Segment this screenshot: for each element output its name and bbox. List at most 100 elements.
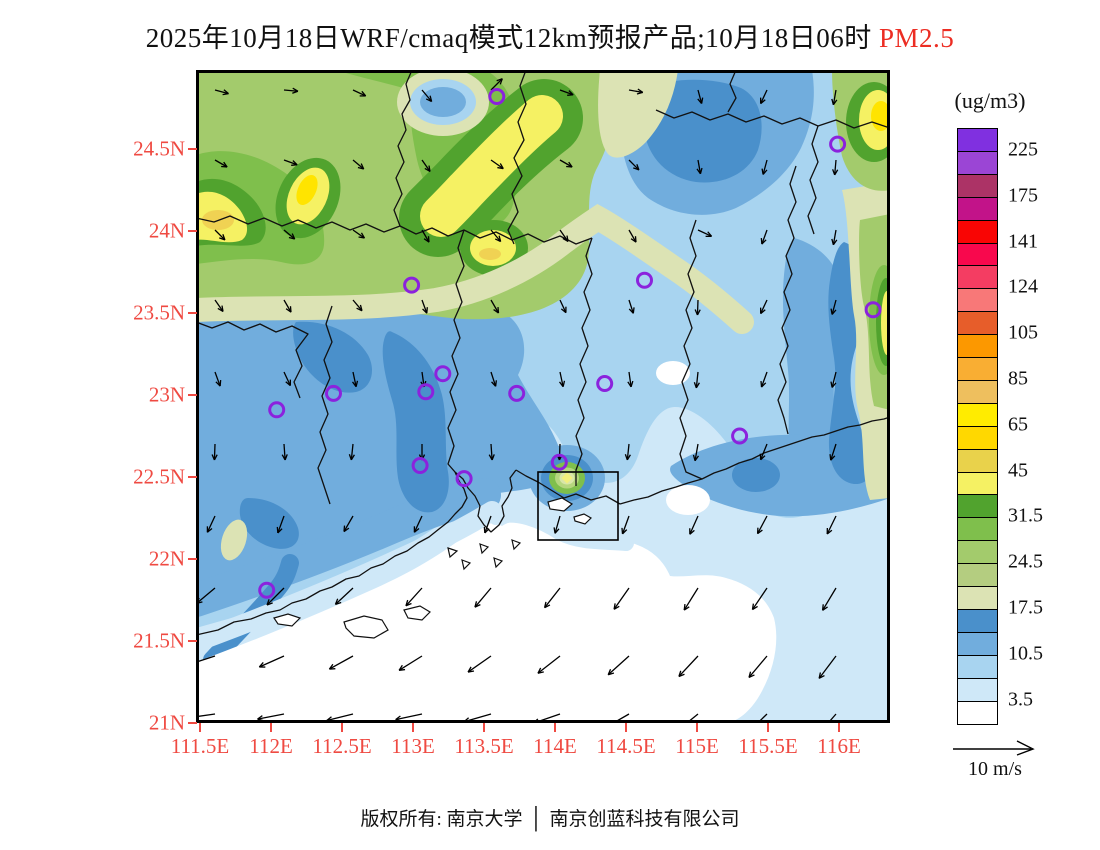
city-marker (434, 365, 452, 383)
map-area (196, 70, 890, 723)
wind-arrow (214, 371, 222, 387)
border-12 (317, 305, 333, 505)
islet-4 (493, 557, 504, 569)
colorbar-segment-11 (957, 379, 998, 405)
wind-arrow (351, 371, 359, 388)
x-axis-tick (554, 723, 556, 732)
wind-arrow (760, 229, 768, 245)
x-axis-label-116E: 116E (817, 734, 861, 758)
wind-arrow (214, 159, 228, 168)
wind-arrow (692, 443, 700, 462)
wind-arrow (832, 159, 839, 176)
deepyellow-left (296, 175, 318, 205)
wind-arrow (689, 515, 699, 535)
coastline-west (196, 471, 468, 636)
copyright-footer: 版权所有: 南京大学 │ 南京创蓝科技有限公司 (0, 804, 1100, 831)
x-axis-tick (767, 723, 769, 732)
colorbar-segment-22 (957, 631, 998, 657)
wind-arrow (613, 587, 630, 610)
wind-arrow (421, 89, 433, 103)
wind-arrow (334, 587, 354, 605)
colorbar-segment-17 (957, 517, 998, 542)
wind-arrow (328, 655, 354, 670)
colorbar-label-17.5: 17.5 (1008, 596, 1043, 619)
wind-arrow (627, 371, 634, 388)
wind-arrow (283, 159, 298, 166)
city-marker (258, 581, 276, 599)
city-marker (325, 384, 342, 402)
border-11 (196, 321, 309, 399)
y-axis-tick (188, 148, 197, 150)
island-3 (403, 605, 431, 621)
wind-arrow (543, 587, 561, 609)
city-marker (731, 427, 749, 445)
wind-arrow (283, 299, 292, 313)
wind-arrow (693, 371, 700, 389)
border-6 (679, 219, 703, 480)
wind-arrow (759, 443, 768, 461)
blob-medblue-core (420, 87, 466, 117)
border-7 (777, 165, 797, 435)
darkblue-west-blob (239, 498, 299, 549)
wind-arrow (756, 515, 768, 535)
city-marker (636, 271, 653, 289)
x-axis-label-112.5E: 112.5E (312, 734, 372, 758)
y-axis-tick (188, 558, 197, 560)
wind-arrow (760, 89, 768, 105)
wind-arrow (559, 229, 569, 243)
wind-arrow (206, 515, 216, 533)
y-axis-label-23N: 23N (148, 382, 185, 407)
islet-2 (461, 559, 472, 571)
colorbar-segment-2 (957, 173, 998, 199)
colorbar-segment-25 (957, 700, 998, 725)
colorbar-segment-20 (957, 586, 998, 611)
colorbar-segment-4 (957, 219, 998, 244)
wind-arrow (829, 443, 837, 461)
title-variable-pm25: PM2.5 (871, 23, 955, 53)
city-marker (403, 276, 421, 294)
wind-arrow (760, 299, 768, 315)
vlb-coast-strip (196, 501, 502, 652)
wind-arrow (697, 229, 713, 237)
wind-arrow (214, 89, 229, 96)
colorbar-segment-6 (957, 265, 998, 290)
wind-arrow (196, 713, 216, 718)
wind-arrow (421, 229, 430, 243)
x-axis-label-115.5E: 115.5E (738, 734, 798, 758)
city-marker (596, 375, 614, 392)
palegreen-strip (196, 203, 754, 334)
colorbar-segment-24 (957, 677, 998, 702)
wind-arrow (628, 159, 640, 171)
wind-arrow (621, 515, 630, 535)
colorbar-segment-8 (957, 311, 998, 336)
wind-arrow (748, 655, 768, 679)
palegreen-wedge (598, 70, 678, 158)
wind-arrow (352, 229, 366, 239)
colorbar-segment-21 (957, 608, 998, 634)
wind-arrow (678, 655, 699, 678)
wind-arrow (421, 159, 431, 173)
wind-arrow (490, 159, 504, 170)
city-marker (508, 384, 526, 402)
page-title: 2025年10月18日WRF/cmaq模式12km预报产品;10月18日06时 … (0, 16, 1100, 55)
colorbar-segment-14 (957, 448, 998, 473)
wind-arrow (276, 515, 285, 534)
palegreen-sw-blob (220, 519, 248, 561)
x-axis-label-114E: 114E (533, 734, 577, 758)
city-marker-layer (258, 88, 882, 599)
islands (273, 497, 592, 639)
y-axis-tick (188, 476, 197, 478)
y-axis-label-21N: 21N (148, 710, 185, 735)
colorbar-segment-18 (957, 540, 998, 565)
city-marker (864, 301, 882, 319)
wind-arrow (760, 371, 768, 388)
x-axis-label-114.5E: 114.5E (596, 734, 656, 758)
gold-center-core (479, 248, 501, 260)
wind-arrow (831, 89, 838, 106)
colorbar-segment-1 (957, 150, 998, 176)
x-axis-tick (838, 723, 840, 732)
wind-arrow (405, 587, 423, 607)
wind-arrow (352, 159, 365, 170)
x-axis-label-113.5E: 113.5E (454, 734, 514, 758)
x-axis-tick (412, 723, 414, 732)
